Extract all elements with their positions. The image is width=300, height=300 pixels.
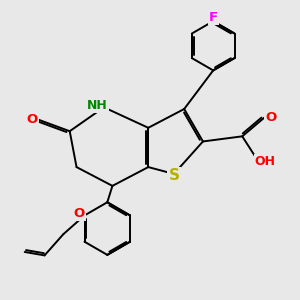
Text: F: F: [208, 11, 218, 24]
Text: S: S: [168, 168, 179, 183]
Text: OH: OH: [255, 155, 276, 169]
Text: O: O: [74, 207, 85, 220]
Text: NH: NH: [87, 99, 108, 112]
Text: O: O: [265, 111, 276, 124]
Text: O: O: [26, 113, 38, 126]
